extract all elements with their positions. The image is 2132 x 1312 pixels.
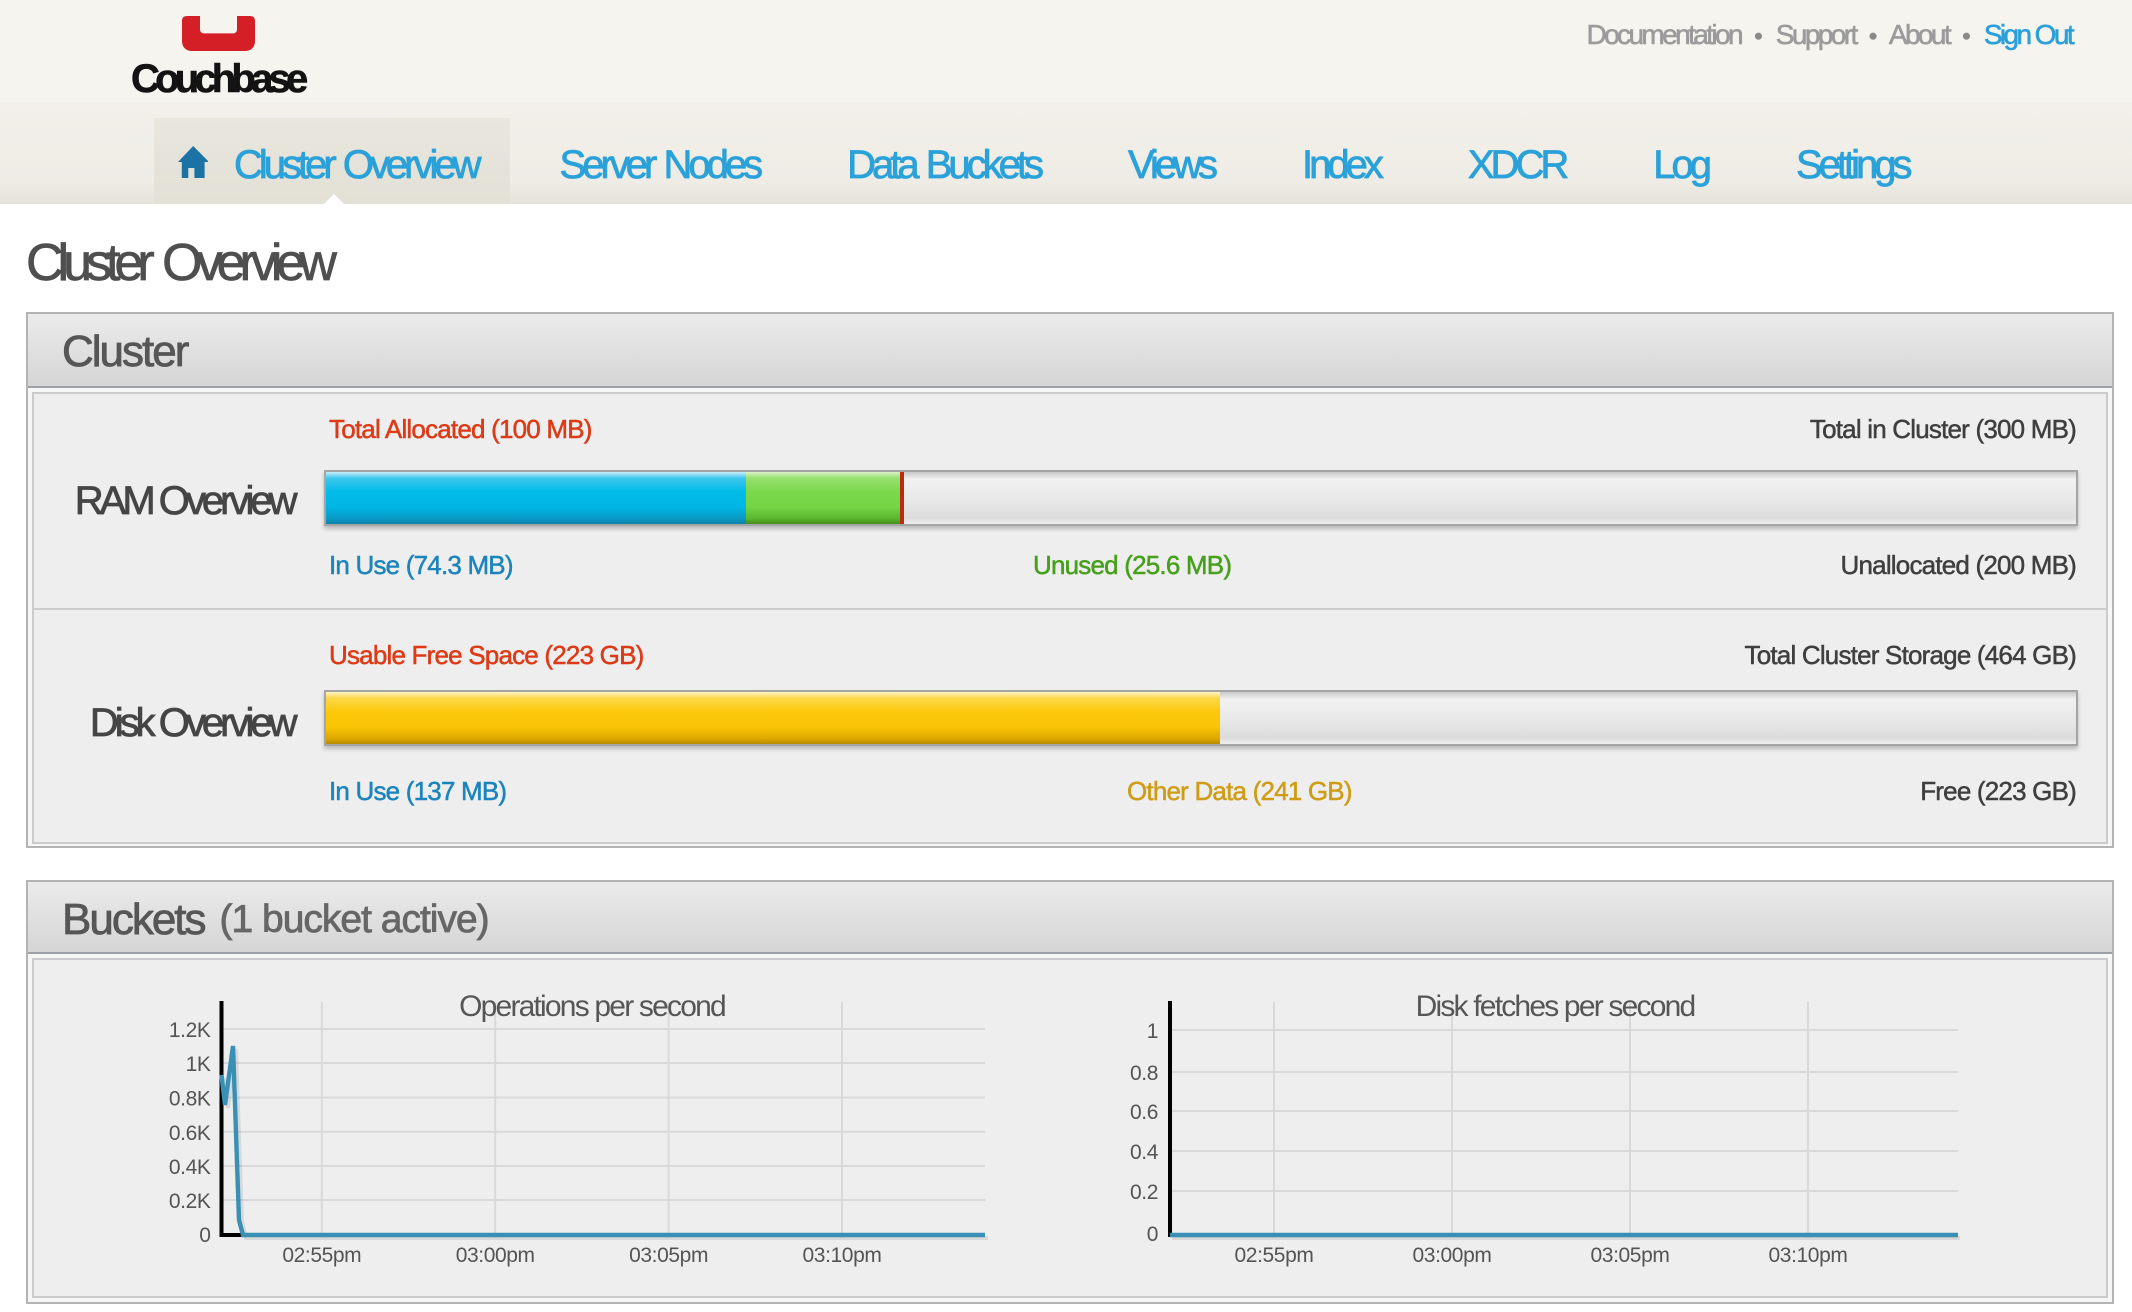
svg-text:03:10pm: 03:10pm <box>1769 1244 1848 1267</box>
svg-text:0.8K: 0.8K <box>169 1088 211 1111</box>
svg-text:0.4K: 0.4K <box>169 1156 211 1179</box>
svg-text:03:00pm: 03:00pm <box>1413 1244 1492 1267</box>
svg-text:Disk fetches per second: Disk fetches per second <box>1416 990 1695 1023</box>
svg-text:1.2K: 1.2K <box>169 1019 211 1042</box>
svg-text:0.8: 0.8 <box>1130 1062 1158 1085</box>
svg-text:0: 0 <box>199 1224 210 1247</box>
svg-text:03:05pm: 03:05pm <box>1591 1244 1670 1267</box>
svg-text:1: 1 <box>1147 1020 1158 1043</box>
svg-text:0.6K: 0.6K <box>169 1122 211 1145</box>
svg-text:0: 0 <box>1147 1223 1158 1246</box>
svg-text:1K: 1K <box>186 1053 211 1076</box>
svg-text:0.2K: 0.2K <box>169 1190 211 1213</box>
svg-text:0.4: 0.4 <box>1130 1141 1159 1164</box>
svg-text:02:55pm: 02:55pm <box>1235 1244 1314 1267</box>
svg-text:0.6: 0.6 <box>1130 1101 1158 1124</box>
svg-text:03:10pm: 03:10pm <box>803 1244 882 1267</box>
svg-text:02:55pm: 02:55pm <box>282 1244 361 1267</box>
svg-text:03:05pm: 03:05pm <box>629 1244 708 1267</box>
svg-text:Operations per second: Operations per second <box>459 990 725 1023</box>
svg-text:0.2: 0.2 <box>1130 1181 1158 1204</box>
svg-text:03:00pm: 03:00pm <box>456 1244 535 1267</box>
